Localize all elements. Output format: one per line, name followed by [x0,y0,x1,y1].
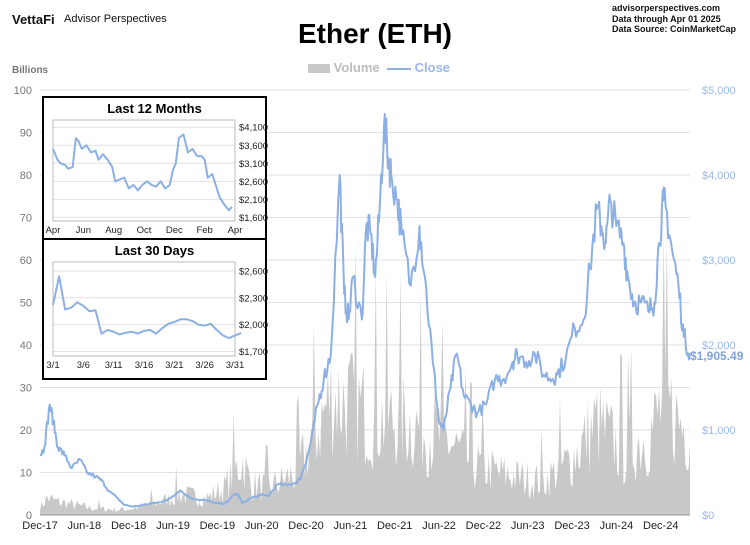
y-tick-left: 70 [20,213,32,225]
inset-last-30-days-x-tick: 3/6 [77,360,90,371]
inset-last-30-days-plot-border [52,261,236,357]
source-line: advisorperspectives.com [611,3,721,13]
inset-last-30-days-y-tick: $2,300 [239,293,268,304]
source-line: Data Source: CoinMarketCap [611,24,736,34]
x-tick: Jun-21 [334,520,368,532]
brand-logo: VettaFi [12,12,55,27]
x-tick: Dec-17 [22,520,57,532]
source-line: Data through Apr 01 2025 [611,13,721,24]
inset-last-30-days-series-close [52,275,242,340]
x-tick: Dec-20 [288,520,323,532]
x-tick: Jun-18 [68,520,102,532]
x-tick: Dec-21 [377,520,412,532]
inset-last-30-days-x-tick: 3/1 [46,360,59,371]
x-tick: Dec-24 [643,520,678,532]
y-tick-left: 40 [20,340,32,352]
inset-last-12-months-x-tick: Feb [196,225,212,236]
legend-close: Close [387,60,450,75]
inset-last-12-months-x-tick: Jun [76,225,91,236]
inset-last-30-days-y-tick: $2,600 [239,266,268,277]
inset-last-12-months-x-tick: Aug [105,225,122,236]
legend-close-swatch [387,67,411,70]
inset-last-30-days-x-tick: 3/11 [105,360,123,371]
y-tick-left: 90 [20,128,32,140]
legend-close-label: Close [414,60,451,75]
last-value-label: $1,905.49 [690,349,744,363]
x-tick: Jun-19 [156,520,190,532]
y-tick-right: $4,000 [702,170,736,182]
x-tick: Jun-23 [511,520,545,532]
inset-last-12-months-y-tick: $1,600 [239,213,268,224]
inset-last-30-days-x-tick: 3/16 [135,360,154,371]
legend-volume-swatch [308,64,330,74]
inset-last-12-months-y-tick: $3,600 [239,141,268,152]
inset-last-30-days-x-tick: 3/21 [165,360,184,371]
legend-volume-label: Volume [333,60,380,75]
inset-last-12-months: Last 12 Months $1,600 $2,100 $2,600 $3,100 $3… [42,96,268,240]
y-tick-left: 80 [20,170,32,182]
inset-last-12-months-title: Last 12 Months [107,101,202,116]
y-tick-left: 30 [20,383,32,395]
left-axis-unit: Billions [12,65,49,76]
inset-last-30-days-frame [42,238,267,380]
inset-last-30-days-title: Last 30 Days [115,243,195,258]
inset-last-30-days-y-tick: $2,000 [239,320,268,331]
inset-last-12-months-y-tick: $3,100 [239,159,268,170]
inset-last-12-months-y-tick: $4,100 [239,123,268,134]
inset-last-12-months-x-tick: Apr [228,225,243,236]
x-tick: Jun-24 [600,520,634,532]
chart-title: Ether (ETH) [298,18,452,49]
legend-volume: Volume [308,60,380,75]
inset-last-30-days-x-tick: 3/26 [195,360,214,371]
inset-last-12-months-x-tick: Dec [166,225,183,236]
inset-last-12-months-y-tick: $2,600 [239,177,268,188]
y-tick-right: $0 [702,510,714,522]
y-tick-right: $5,000 [702,85,736,97]
brand-subtitle: Advisor Perspectives [64,13,167,25]
y-tick-left: 100 [14,85,32,97]
y-tick-right: $2,000 [702,340,736,352]
series-close-line [39,113,691,508]
y-tick-left: 60 [20,255,32,267]
inset-last-12-months-x-tick: Oct [137,225,152,236]
inset-last-30-days-x-tick: 3/31 [226,360,245,371]
y-tick-left: 20 [20,425,32,437]
x-tick: Dec-23 [554,520,589,532]
y-tick-right: $3,000 [702,255,736,267]
y-tick-left: 10 [20,468,32,480]
y-tick-right: $1,000 [702,425,736,437]
inset-last-12-months-plot-border [52,119,236,222]
x-tick: Jun-20 [245,520,279,532]
y-tick-left: 50 [20,298,32,310]
x-tick: Jun-22 [422,520,456,532]
inset-last-12-months-y-tick: $2,100 [239,195,268,206]
inset-last-30-days: Last 30 Days $1,700 $2,000 $2,300 $2,600 3/1 3… [42,238,268,380]
y-tick-left: 0 [26,510,32,522]
inset-last-12-months-x-tick: Apr [46,225,61,236]
x-tick: Dec-19 [200,520,235,532]
x-tick: Dec-22 [466,520,501,532]
x-tick: Dec-18 [111,520,146,532]
series-volume-area [40,232,690,516]
inset-last-12-months-series-close [52,133,233,212]
inset-last-12-months-frame [42,96,267,240]
inset-last-30-days-y-tick: $1,700 [239,347,268,358]
source-info: advisorperspectives.com Data through Apr… [612,3,736,35]
